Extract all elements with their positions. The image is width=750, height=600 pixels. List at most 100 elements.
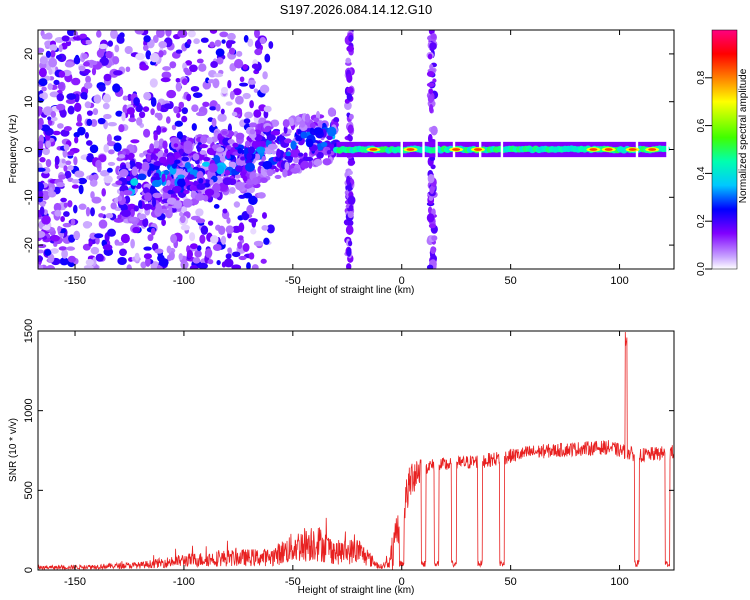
heatmap-cell: [174, 120, 184, 127]
heatmap-cell: [333, 116, 340, 124]
heatmap-cell: [227, 139, 235, 145]
y-tick-label: 20: [23, 48, 35, 60]
heatmap-cell: [210, 60, 218, 69]
heatmap-cell: [77, 177, 88, 185]
heatmap-cell: [71, 184, 79, 189]
heatmap-cell: [63, 126, 72, 132]
heatmap-cell: [347, 170, 353, 176]
heatmap-cell: [91, 67, 97, 76]
heatmap-cell: [181, 115, 188, 123]
heatmap-cell: [428, 103, 434, 114]
heatmap-cell: [133, 205, 139, 212]
heatmap-cell: [143, 246, 152, 251]
snr-xlabel: Height of straight line (km): [298, 585, 415, 596]
heatmap-cell: [248, 218, 258, 223]
x-tick-label: -150: [64, 275, 86, 287]
heatmap-cell: [248, 252, 255, 260]
heatmap-cell: [604, 148, 613, 151]
heatmap-cell: [347, 211, 354, 219]
heatmap-cell: [303, 152, 308, 158]
heatmap-cell: [212, 183, 221, 193]
heatmap-cell: [322, 158, 332, 166]
heatmap-cell: [45, 265, 56, 269]
heatmap-cell: [158, 41, 167, 49]
heatmap-cell: [130, 139, 140, 144]
heatmap-cell: [248, 132, 257, 139]
heatmap-cell: [41, 33, 51, 40]
heatmap-cell: [226, 145, 232, 150]
heatmap-cell: [143, 35, 151, 43]
heatmap-cell: [59, 231, 65, 238]
heatmap-cell: [79, 33, 87, 39]
heatmap-cell: [427, 94, 434, 104]
heatmap-cell: [255, 146, 266, 154]
heatmap-cell: [195, 218, 206, 224]
heatmap-cell: [167, 189, 174, 195]
heatmap-cell: [121, 111, 126, 122]
x-tick-label: 0: [399, 576, 405, 588]
heatmap-cell: [251, 63, 259, 70]
heatmap-cell: [264, 125, 272, 131]
heatmap-cell: [42, 106, 53, 116]
heatmap-cell: [107, 40, 114, 47]
heatmap-cell: [142, 217, 149, 228]
heatmap-cell: [151, 176, 161, 181]
heatmap-cell: [74, 170, 85, 178]
heatmap-cell: [96, 30, 102, 38]
heatmap-cell: [54, 209, 62, 217]
heatmap-cell: [216, 147, 225, 153]
heatmap-cell: [67, 255, 76, 263]
heatmap-cell: [253, 109, 262, 118]
heatmap-cell: [49, 44, 58, 52]
heatmap-cell: [284, 155, 292, 161]
heatmap-cell: [159, 208, 169, 214]
heatmap-cell: [304, 113, 311, 123]
heatmap-cell: [233, 201, 241, 208]
heatmap-cell: [73, 204, 78, 214]
heatmap-cell: [82, 243, 91, 251]
heatmap-cell: [221, 130, 228, 135]
heatmap-cell: [124, 45, 133, 55]
heatmap-cell: [225, 225, 234, 234]
heatmap-cell: [63, 165, 68, 172]
heatmap-cell: [140, 261, 147, 269]
heatmap-cell: [58, 70, 66, 78]
heatmap-cell: [173, 143, 179, 148]
heatmap-cell: [179, 148, 184, 156]
heatmap-cell: [143, 253, 152, 260]
heatmap-cell: [426, 213, 435, 223]
heatmap-cell: [149, 78, 158, 88]
heatmap-cell: [247, 146, 255, 154]
heatmap-cell: [430, 246, 437, 255]
heatmap-cell: [89, 144, 99, 154]
heatmap-cell: [207, 259, 214, 265]
heatmap-cell: [166, 254, 172, 262]
heatmap-cell: [161, 173, 166, 183]
heatmap-cell: [162, 140, 168, 150]
heatmap-cell: [218, 225, 226, 236]
heatmap-cell: [231, 264, 242, 269]
heatmap-cell: [45, 140, 52, 149]
heatmap-cell: [189, 64, 198, 73]
heatmap-cell: [99, 170, 110, 177]
heatmap-cell: [250, 228, 257, 235]
heatmap-cell: [274, 174, 282, 179]
heatmap-cell: [95, 253, 104, 262]
heatmap-cell: [246, 204, 255, 215]
x-tick-label: 50: [505, 576, 517, 588]
heatmap-cell: [346, 45, 355, 52]
heatmap-cell: [209, 30, 218, 34]
heatmap-cell: [179, 211, 184, 217]
colorbar-label: Normalized spectral amplitude: [738, 68, 749, 203]
heatmap-cell: [38, 249, 45, 254]
heatmap-cell: [66, 246, 76, 251]
heatmap-cell: [208, 163, 218, 173]
heatmap-cell: [99, 57, 109, 66]
heatmap-cell: [427, 173, 435, 184]
heatmap-cell: [209, 41, 215, 48]
heatmap-cell: [92, 174, 99, 180]
heatmap-cell: [136, 104, 144, 113]
heatmap-cell: [198, 63, 207, 72]
heatmap-cell: [326, 150, 332, 155]
heatmap-cell: [426, 71, 435, 77]
